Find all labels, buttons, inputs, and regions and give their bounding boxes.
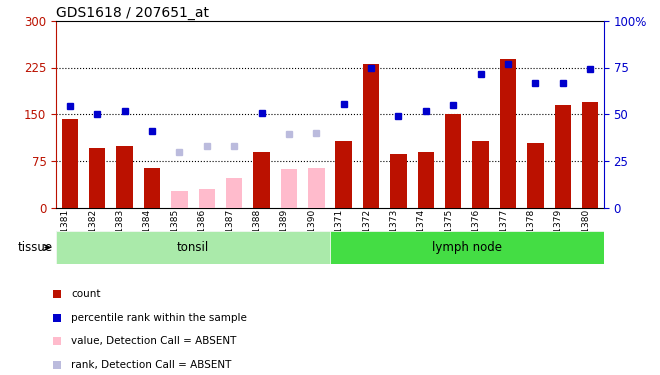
Bar bbox=[226, 178, 242, 208]
Text: GSM51376: GSM51376 bbox=[472, 209, 480, 258]
Text: GSM51372: GSM51372 bbox=[362, 209, 371, 258]
Bar bbox=[554, 105, 571, 208]
Bar bbox=[500, 59, 516, 208]
Bar bbox=[280, 170, 297, 208]
Text: GSM51385: GSM51385 bbox=[170, 209, 180, 258]
Bar bbox=[61, 119, 78, 208]
Text: GDS1618 / 207651_at: GDS1618 / 207651_at bbox=[56, 6, 209, 20]
Text: GSM51382: GSM51382 bbox=[88, 209, 97, 258]
Text: GSM51390: GSM51390 bbox=[308, 209, 316, 258]
Text: GSM51381: GSM51381 bbox=[61, 209, 70, 258]
Text: tissue: tissue bbox=[18, 241, 53, 254]
Text: GSM51383: GSM51383 bbox=[115, 209, 125, 258]
Text: GSM51374: GSM51374 bbox=[417, 209, 426, 258]
Text: GSM51389: GSM51389 bbox=[280, 209, 289, 258]
Text: percentile rank within the sample: percentile rank within the sample bbox=[71, 313, 247, 323]
Text: GSM51375: GSM51375 bbox=[444, 209, 453, 258]
Text: GSM51388: GSM51388 bbox=[253, 209, 261, 258]
Bar bbox=[390, 154, 407, 208]
Bar bbox=[144, 168, 160, 208]
Text: GSM51386: GSM51386 bbox=[198, 209, 207, 258]
Bar bbox=[199, 189, 215, 208]
Bar bbox=[445, 114, 461, 208]
Bar bbox=[363, 64, 380, 208]
Text: GSM51384: GSM51384 bbox=[143, 209, 152, 258]
Text: lymph node: lymph node bbox=[432, 241, 502, 254]
Text: GSM51387: GSM51387 bbox=[225, 209, 234, 258]
Text: GSM51379: GSM51379 bbox=[554, 209, 563, 258]
Text: GSM51378: GSM51378 bbox=[527, 209, 535, 258]
Bar bbox=[330, 231, 604, 264]
Bar bbox=[116, 146, 133, 208]
Text: GSM51373: GSM51373 bbox=[389, 209, 399, 258]
Bar bbox=[56, 231, 330, 264]
Bar bbox=[527, 142, 544, 208]
Text: GSM51371: GSM51371 bbox=[335, 209, 344, 258]
Bar bbox=[308, 168, 325, 208]
Text: rank, Detection Call = ABSENT: rank, Detection Call = ABSENT bbox=[71, 360, 232, 370]
Bar bbox=[335, 141, 352, 208]
Text: value, Detection Call = ABSENT: value, Detection Call = ABSENT bbox=[71, 336, 237, 346]
Bar bbox=[473, 141, 489, 208]
Bar bbox=[171, 190, 187, 208]
Bar bbox=[253, 152, 270, 208]
Text: GSM51380: GSM51380 bbox=[581, 209, 590, 258]
Bar bbox=[582, 102, 599, 208]
Bar bbox=[89, 147, 106, 208]
Text: count: count bbox=[71, 290, 101, 299]
Bar bbox=[418, 152, 434, 208]
Text: GSM51377: GSM51377 bbox=[499, 209, 508, 258]
Text: tonsil: tonsil bbox=[177, 241, 209, 254]
